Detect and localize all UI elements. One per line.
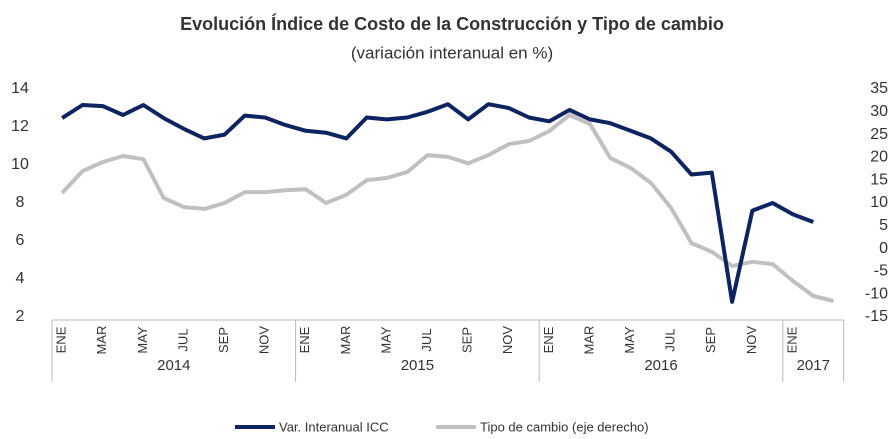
x-tick-label: ENE (541, 326, 556, 353)
x-tick-label: ENE (297, 326, 312, 353)
y-tick-label: 14 (11, 80, 29, 97)
year-label: 2016 (644, 357, 677, 374)
year-label: 2017 (797, 357, 830, 374)
year-label: 2014 (157, 357, 190, 374)
x-tick-label: JUL (419, 328, 434, 351)
x-tick-label: JUL (663, 328, 678, 351)
x-tick-label: MAY (135, 326, 150, 354)
x-tick-label: SEP (216, 327, 231, 353)
legend-label: Var. Interanual ICC (279, 419, 389, 434)
y2-tick-label: 0 (879, 240, 888, 257)
y-tick-label: 12 (11, 118, 29, 135)
x-tick-label: NOV (744, 326, 759, 355)
series-line (60, 113, 835, 303)
x-tick-label: MAR (581, 326, 596, 355)
x-tick-label: SEP (460, 327, 475, 353)
x-tick-label: ENE (54, 326, 69, 353)
y2-tick-label: -10 (865, 285, 888, 302)
chart-subtitle: (variación interanual en %) (351, 43, 553, 62)
x-tick-label: ENE (784, 326, 799, 353)
y2-tick-label: -5 (874, 263, 888, 280)
y2-tick-label: 30 (870, 103, 888, 120)
x-tick-label: JUL (175, 328, 190, 351)
chart-title: Evolución Índice de Costo de la Construc… (180, 13, 724, 34)
series-line (61, 102, 815, 304)
y-tick-label: 8 (16, 194, 25, 211)
y2-tick-label: 10 (870, 194, 888, 211)
y-tick-label: 2 (16, 308, 25, 325)
legend-label: Tipo de cambio (eje derecho) (480, 419, 649, 434)
x-tick-label: MAR (338, 326, 353, 355)
x-tick-label: MAY (622, 326, 637, 354)
y2-tick-label: 5 (879, 217, 888, 234)
year-label: 2015 (401, 357, 434, 374)
y-tick-label: 10 (11, 156, 29, 173)
y2-tick-label: 15 (870, 171, 888, 188)
x-tick-label: MAR (94, 326, 109, 355)
x-tick-label: SEP (703, 327, 718, 353)
y2-tick-label: -15 (865, 308, 888, 325)
x-tick-label: NOV (500, 326, 515, 355)
y-tick-label: 4 (16, 270, 25, 287)
y2-tick-label: 25 (870, 126, 888, 143)
y2-tick-label: 20 (870, 149, 888, 166)
y-tick-label: 6 (16, 232, 25, 249)
x-tick-label: MAY (378, 326, 393, 354)
x-tick-label: NOV (257, 326, 272, 355)
y2-tick-label: 35 (870, 80, 888, 97)
